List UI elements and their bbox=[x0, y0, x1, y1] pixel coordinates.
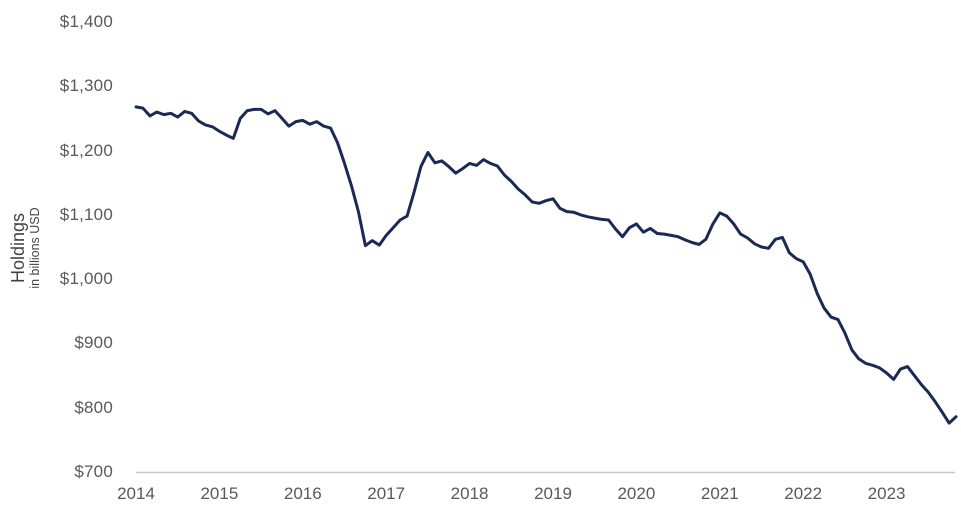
y-tick-label: $1,300 bbox=[59, 76, 113, 96]
x-tick-label: 2014 bbox=[117, 484, 155, 503]
y-tick-label: $700 bbox=[74, 462, 113, 481]
x-tick-label: 2020 bbox=[617, 484, 656, 503]
y-tick-label: $1,000 bbox=[59, 269, 113, 289]
y-tick-label: $800 bbox=[74, 397, 113, 417]
x-tick-label: 2019 bbox=[534, 484, 572, 503]
y-tick-label: $1,200 bbox=[59, 140, 113, 160]
x-tick-label: 2016 bbox=[283, 484, 322, 503]
holdings-line bbox=[134, 105, 958, 425]
x-tick-label: 2018 bbox=[450, 484, 489, 503]
x-tick-label: 2023 bbox=[867, 484, 906, 503]
x-tick-label: 2017 bbox=[367, 484, 406, 503]
x-tick-label: 2021 bbox=[700, 484, 739, 503]
y-tick-label: $1,100 bbox=[59, 204, 113, 224]
x-tick-label: 2022 bbox=[784, 484, 823, 503]
y-tick-label: $1,400 bbox=[59, 12, 113, 31]
x-tick-label: 2015 bbox=[200, 484, 239, 503]
y-tick-label: $900 bbox=[74, 333, 113, 353]
